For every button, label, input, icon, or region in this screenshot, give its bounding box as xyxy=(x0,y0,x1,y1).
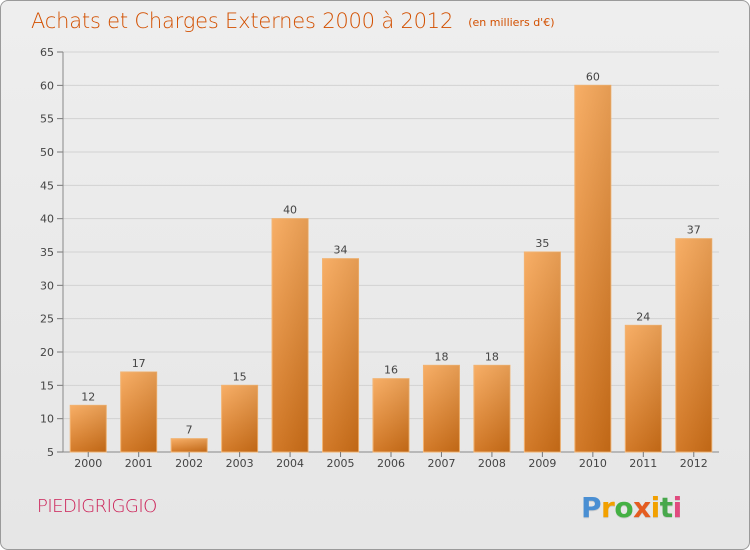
x-tick-label: 2007 xyxy=(427,457,455,470)
x-tick-label: 2010 xyxy=(579,457,607,470)
bar-value-label: 12 xyxy=(81,390,95,403)
logo-letter-o: o xyxy=(614,490,634,524)
logo-letter-r: r xyxy=(601,490,615,524)
y-tick-label: 60 xyxy=(40,79,54,92)
bar-value-label: 35 xyxy=(535,237,549,250)
bar-shade xyxy=(675,238,712,452)
y-tick-label: 65 xyxy=(40,46,54,59)
bar-shade xyxy=(171,438,208,452)
bar-value-label: 18 xyxy=(434,350,448,363)
bar-value-label: 7 xyxy=(186,424,193,437)
bar-value-label: 17 xyxy=(132,357,146,370)
logo-letter-p: P xyxy=(581,490,602,524)
bar-shade xyxy=(625,325,662,452)
bar-shade xyxy=(120,372,157,452)
logo-letter-i-2: i xyxy=(672,490,683,524)
y-tick-label: 40 xyxy=(40,213,54,226)
x-tick-label: 2009 xyxy=(528,457,556,470)
logo-letter-t: t xyxy=(659,490,673,524)
bar-value-label: 18 xyxy=(485,350,499,363)
y-tick-label: 45 xyxy=(40,179,54,192)
bars-layer xyxy=(69,84,713,453)
y-tick-label: 5 xyxy=(47,446,54,459)
y-tick-label: 15 xyxy=(40,379,54,392)
y-tick-label: 30 xyxy=(40,279,54,292)
x-tick-label: 2012 xyxy=(680,457,708,470)
x-tick-label: 2006 xyxy=(377,457,405,470)
y-tick-label: 35 xyxy=(40,246,54,259)
chart-subtitle: (en milliers d'€) xyxy=(468,16,555,29)
x-tick-label: 2000 xyxy=(74,457,102,470)
logo-letter-i: i xyxy=(650,490,661,524)
chart-title: Achats et Charges Externes 2000 à 2012 xyxy=(31,9,454,33)
x-tick-label: 2001 xyxy=(125,457,153,470)
bar-shade xyxy=(272,218,309,452)
bar-shade xyxy=(423,365,460,452)
bar-shade xyxy=(221,385,258,452)
x-tick-label: 2011 xyxy=(629,457,657,470)
x-tick-label: 2004 xyxy=(276,457,304,470)
bar-value-label: 24 xyxy=(636,310,650,323)
logo-letter-x: x xyxy=(633,490,651,524)
labels-layer: 12 17 7 15 40 34 16 18 18 35 60 24 37 xyxy=(81,70,701,436)
y-tick-label: 50 xyxy=(40,146,54,159)
bar-shade xyxy=(473,365,510,452)
x-tick-label: 2002 xyxy=(175,457,203,470)
bar-value-label: 40 xyxy=(283,204,297,217)
bar-shade xyxy=(373,378,409,452)
y-tick-label: 25 xyxy=(40,313,54,326)
y-tick-label: 55 xyxy=(40,113,54,126)
y-tick-label: 20 xyxy=(40,346,54,359)
bar-value-label: 34 xyxy=(334,244,348,257)
bar-value-label: 60 xyxy=(586,70,600,83)
chart-title-row: Achats et Charges Externes 2000 à 2012 (… xyxy=(31,9,555,33)
y-tick-label: 10 xyxy=(40,413,54,426)
xticks-layer: 2000 2001 2002 2003 2004 2005 2006 2007 2008 2009… xyxy=(74,452,708,470)
x-tick-label: 2003 xyxy=(226,457,254,470)
bar-value-label: 16 xyxy=(384,364,398,377)
bar-value-label: 37 xyxy=(687,224,701,237)
bar-shade xyxy=(70,405,107,452)
proxiti-logo: P r o x i t i xyxy=(581,490,682,524)
bar-shade xyxy=(322,258,359,452)
x-tick-label: 2008 xyxy=(478,457,506,470)
bar-shade xyxy=(574,85,611,452)
x-tick-label: 2005 xyxy=(327,457,355,470)
bar-shade xyxy=(524,252,561,452)
commune-name: PIEDIGRIGGIO xyxy=(37,496,157,517)
bar-value-label: 15 xyxy=(233,370,247,383)
